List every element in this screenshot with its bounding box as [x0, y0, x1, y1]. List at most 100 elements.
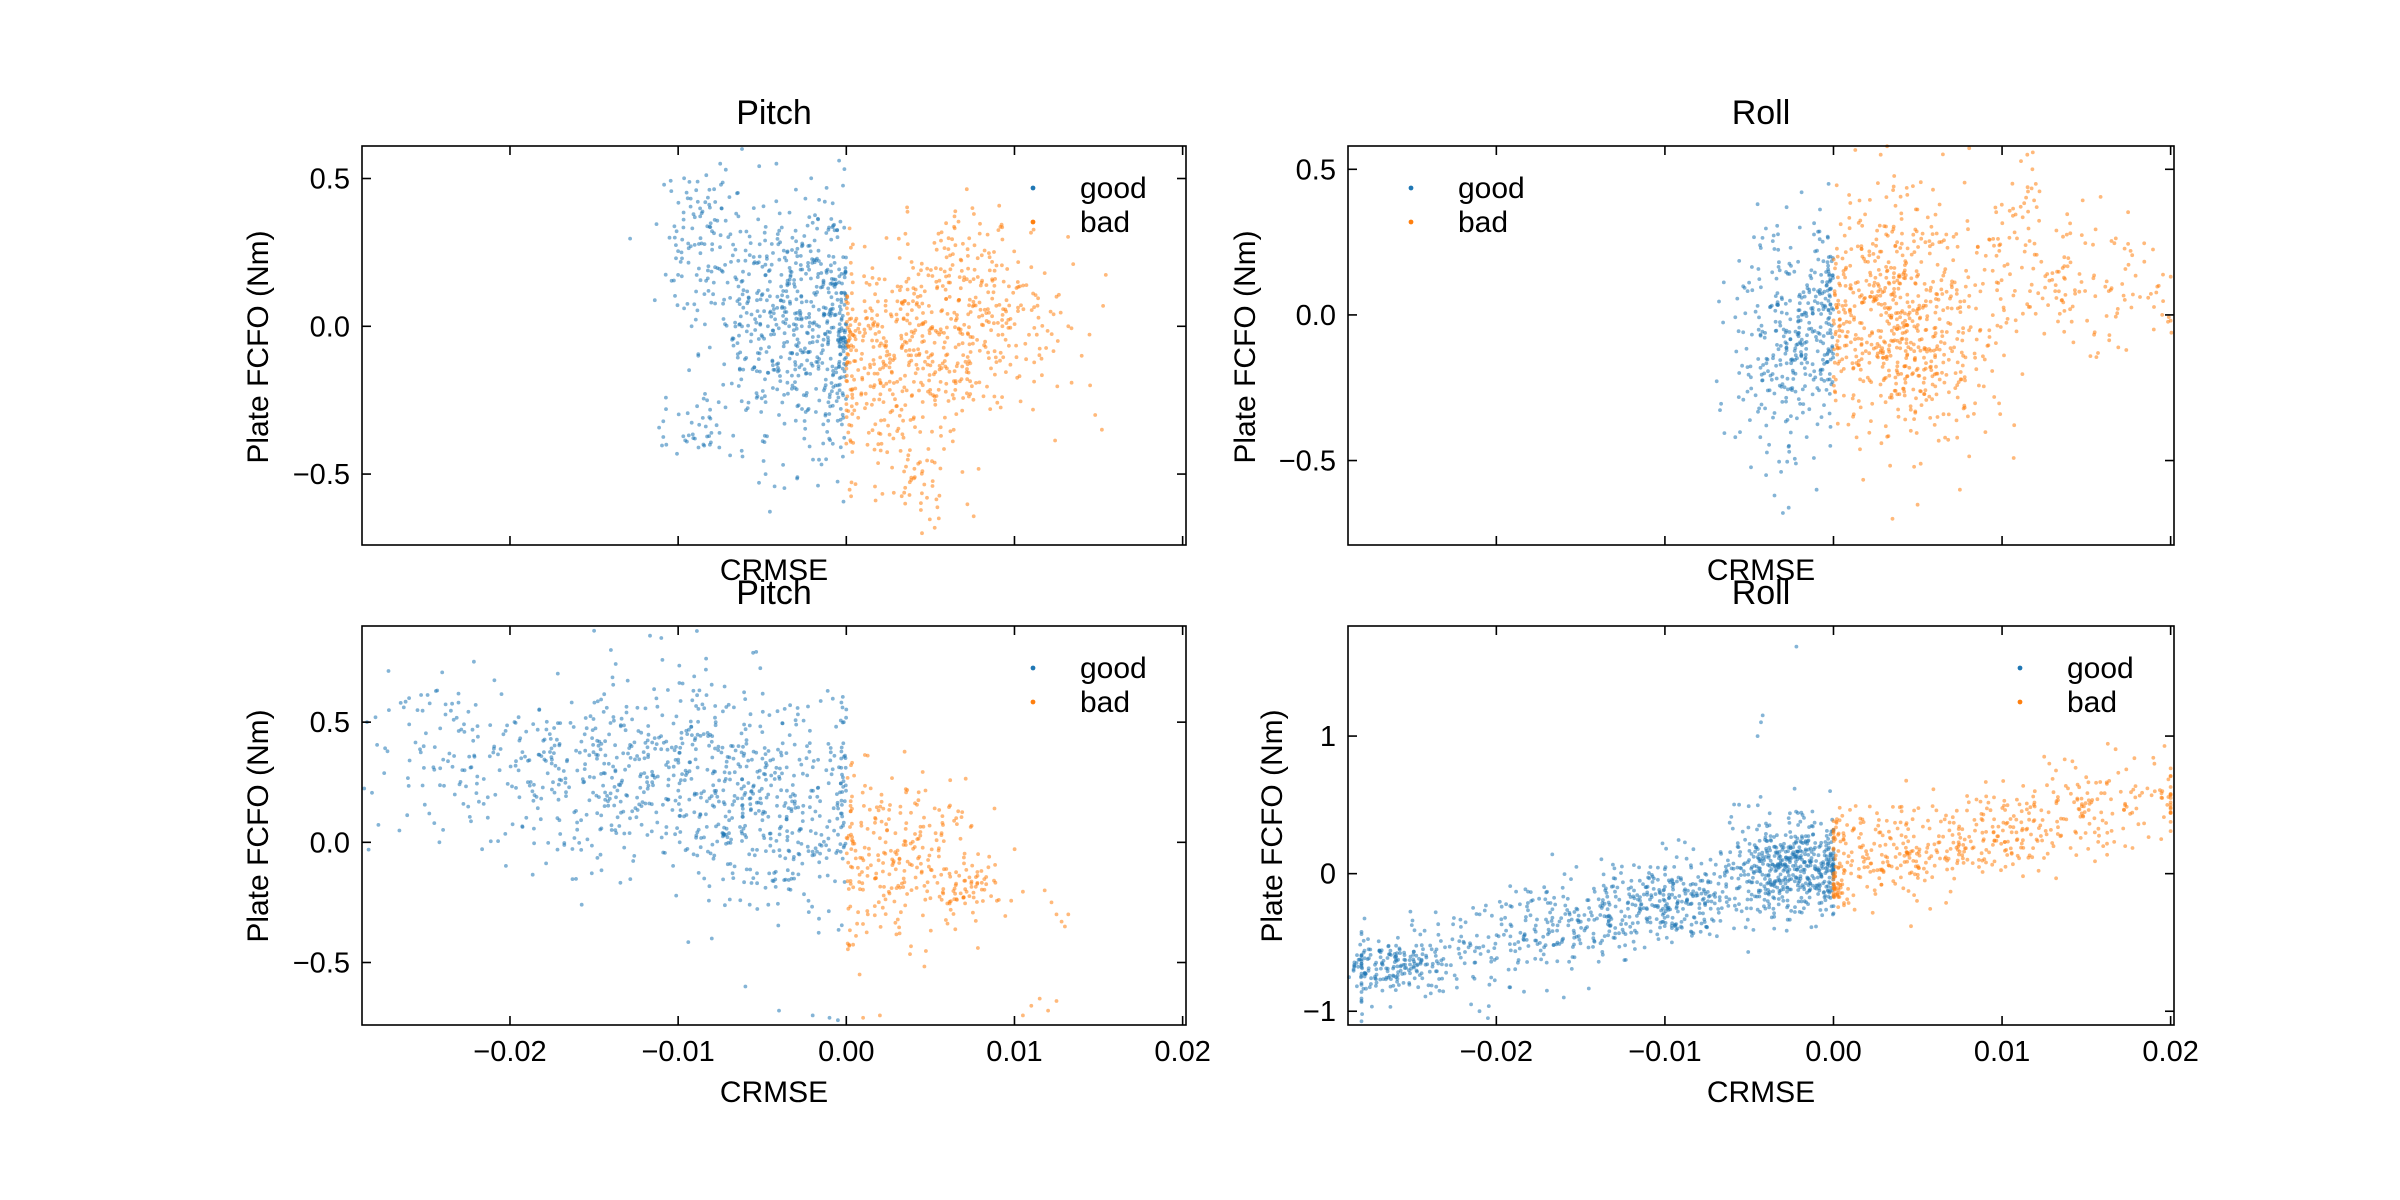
data-point [971, 514, 976, 519]
data-point [1656, 877, 1660, 882]
data-point [1742, 286, 1747, 290]
data-point [813, 846, 818, 851]
data-point [686, 241, 691, 246]
data-point [1821, 259, 1826, 264]
data-point [762, 746, 767, 750]
data-point [1508, 942, 1512, 946]
data-point [1922, 367, 1926, 372]
data-point [1832, 289, 1837, 293]
data-point [1620, 918, 1625, 923]
data-point [949, 317, 953, 321]
data-point [822, 199, 827, 204]
data-point [731, 756, 736, 761]
data-point [690, 733, 694, 737]
data-point [806, 261, 810, 265]
data-point [794, 387, 799, 392]
data-point [1362, 916, 1367, 921]
data-point [1825, 234, 1830, 239]
data-point [694, 704, 698, 708]
data-point [2026, 209, 2030, 214]
data-point [814, 387, 818, 391]
data-point [826, 781, 831, 786]
data-point [1975, 244, 1980, 249]
data-point [1015, 375, 1020, 380]
data-point [1793, 353, 1798, 358]
data-point [763, 400, 768, 404]
data-point [591, 717, 596, 721]
data-point [1506, 967, 1511, 972]
data-point [840, 814, 845, 819]
data-point [953, 927, 958, 932]
data-point [698, 236, 703, 241]
data-point [923, 897, 928, 902]
data-point [692, 215, 697, 220]
data-point [843, 266, 848, 270]
data-point [939, 897, 944, 902]
data-point [870, 402, 874, 407]
data-point [878, 392, 883, 397]
data-point [803, 196, 808, 201]
data-point [781, 320, 786, 324]
data-point [1617, 897, 1622, 902]
data-point [799, 300, 804, 305]
data-point [1000, 237, 1005, 242]
data-point [655, 774, 660, 779]
data-point [727, 771, 732, 775]
data-point [871, 358, 876, 362]
data-point [808, 829, 813, 833]
data-point [775, 294, 780, 299]
data-point [1861, 477, 1866, 482]
data-point [1781, 511, 1785, 515]
data-point [917, 388, 921, 393]
data-point [754, 320, 759, 325]
data-point [712, 804, 717, 809]
data-point [1860, 300, 1865, 305]
data-point [730, 871, 735, 876]
data-point [1740, 829, 1745, 834]
data-point [769, 773, 774, 778]
data-point [696, 871, 701, 875]
data-point [964, 868, 969, 872]
data-point [1724, 882, 1729, 886]
data-point [703, 392, 707, 396]
data-point [916, 323, 921, 328]
data-point [1792, 269, 1797, 274]
data-point [1948, 322, 1953, 326]
data-point [1767, 892, 1771, 897]
data-point [849, 404, 854, 409]
data-point [1990, 313, 1995, 317]
data-point [557, 743, 562, 748]
data-point [1827, 411, 1832, 416]
data-point [2151, 327, 2156, 332]
data-point [1920, 231, 1925, 236]
data-point [1844, 334, 1849, 339]
data-point [1810, 874, 1815, 878]
data-point [1563, 912, 1568, 916]
data-point [1805, 283, 1809, 287]
data-point [1840, 304, 1845, 308]
data-point [425, 693, 430, 697]
data-point [791, 322, 796, 327]
data-point [884, 363, 888, 368]
data-point [740, 796, 744, 801]
data-point [496, 839, 500, 843]
data-point [708, 407, 712, 412]
data-point [689, 725, 694, 729]
data-point [1612, 866, 1617, 871]
data-point [1541, 952, 1546, 957]
data-point [972, 243, 977, 248]
data-point [930, 479, 935, 483]
data-point [676, 249, 680, 254]
data-point [742, 690, 746, 695]
data-point [362, 786, 367, 791]
data-point [1683, 840, 1687, 845]
data-point [855, 921, 859, 926]
data-point [782, 421, 787, 426]
data-point [1794, 461, 1798, 466]
data-point [744, 311, 749, 315]
data-point [1867, 333, 1872, 338]
data-point [927, 304, 931, 308]
data-point [810, 765, 815, 770]
data-point [669, 189, 674, 194]
data-point [1757, 852, 1762, 856]
